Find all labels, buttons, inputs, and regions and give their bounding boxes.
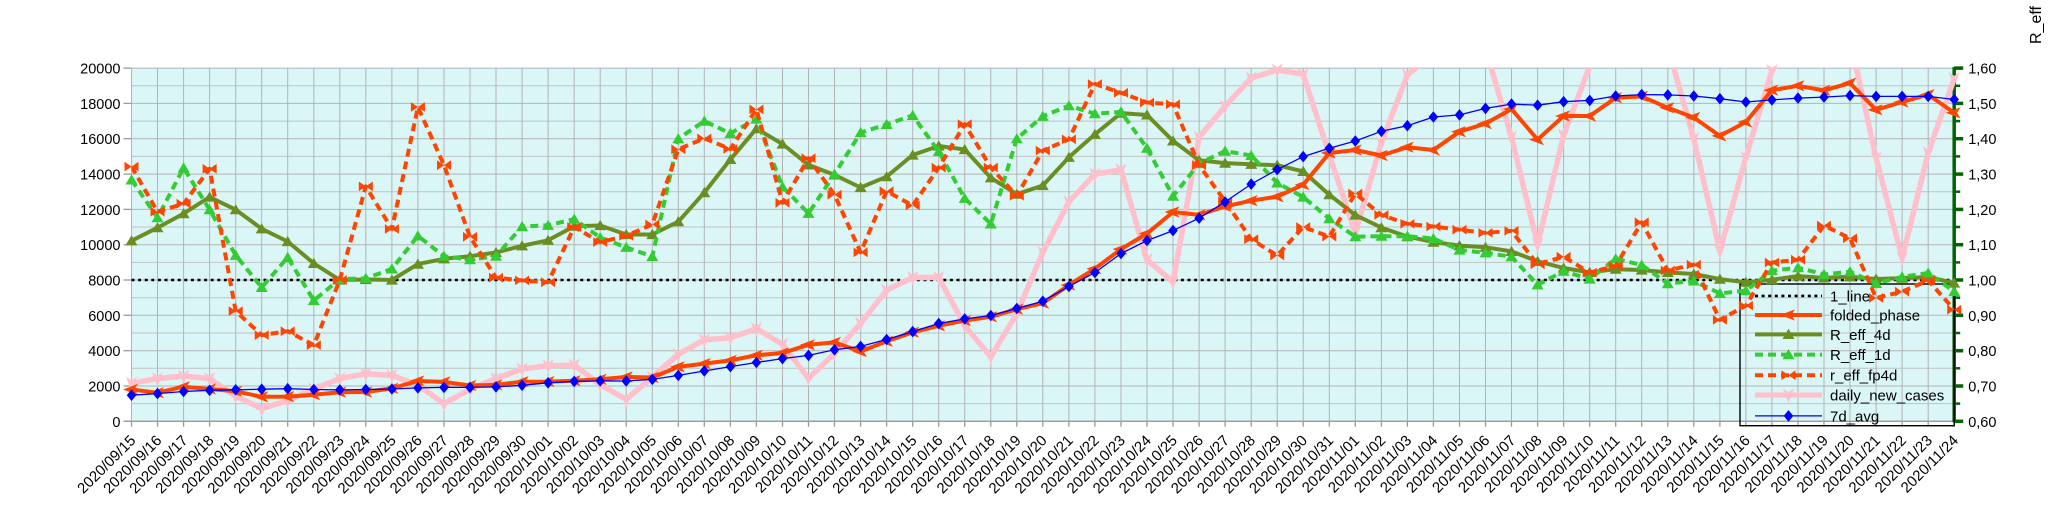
svg-text:0,70: 0,70 [1968, 380, 1996, 396]
svg-text:1,60: 1,60 [1968, 62, 1996, 78]
svg-text:2000: 2000 [88, 380, 120, 396]
svg-text:20000: 20000 [80, 62, 120, 78]
svg-text:1,00: 1,00 [1968, 274, 1996, 290]
svg-text:4000: 4000 [88, 344, 120, 360]
svg-text:14000: 14000 [80, 168, 120, 184]
svg-text:16000: 16000 [80, 132, 120, 148]
svg-text:r_eff_fp4d: r_eff_fp4d [1830, 368, 1897, 385]
svg-text:18000: 18000 [80, 97, 120, 113]
svg-text:0: 0 [112, 415, 120, 431]
svg-text:1,30: 1,30 [1968, 168, 1996, 184]
svg-text:0,60: 0,60 [1968, 415, 1996, 431]
svg-text:8000: 8000 [88, 274, 120, 290]
svg-text:0,90: 0,90 [1968, 309, 1996, 325]
svg-text:1,10: 1,10 [1968, 238, 1996, 254]
svg-text:daily_new_cases: daily_new_cases [1830, 388, 1944, 405]
svg-text:0,80: 0,80 [1968, 344, 1996, 360]
svg-text:1,50: 1,50 [1968, 97, 1996, 113]
svg-text:1,40: 1,40 [1968, 132, 1996, 148]
svg-text:folded_phase: folded_phase [1830, 308, 1920, 325]
svg-text:R_eff_1d: R_eff_1d [1830, 347, 1891, 364]
svg-text:6000: 6000 [88, 309, 120, 325]
svg-text:R_eff: R_eff [2028, 5, 2045, 44]
svg-text:1,20: 1,20 [1968, 203, 1996, 219]
svg-text:R_eff_4d: R_eff_4d [1830, 327, 1891, 344]
svg-text:10000: 10000 [80, 238, 120, 254]
svg-text:7d_avg: 7d_avg [1830, 408, 1879, 425]
svg-text:12000: 12000 [80, 203, 120, 219]
svg-text:1_line: 1_line [1830, 288, 1870, 305]
